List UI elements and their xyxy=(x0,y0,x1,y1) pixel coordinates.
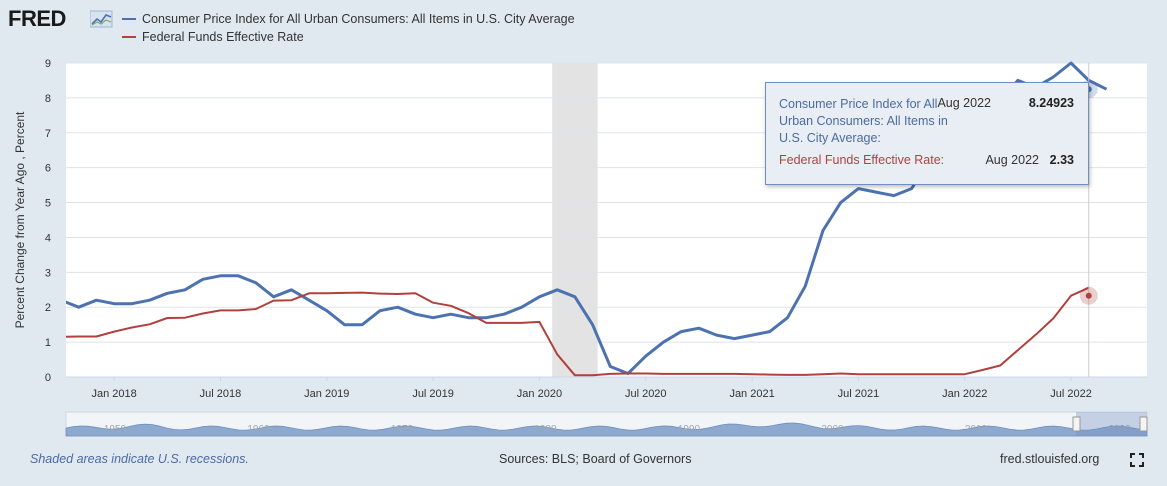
recession-note: Shaded areas indicate U.S. recessions. xyxy=(30,452,249,466)
x-tick-label: Jan 2019 xyxy=(304,388,349,400)
recession-band xyxy=(552,63,598,377)
x-tick-label: Jan 2021 xyxy=(729,388,774,400)
y-tick-label: 4 xyxy=(45,232,51,244)
navigator-tick-label: 1970 xyxy=(391,424,414,435)
y-axis-label: Percent Change from Year Ago , Percent xyxy=(13,111,27,328)
tooltip-fedfunds-date: Aug 2022 xyxy=(985,153,1039,167)
series-line-fedfunds[interactable] xyxy=(61,286,1090,377)
sources-text: Sources: BLS; Board of Governors xyxy=(499,452,692,466)
navigator-selection[interactable] xyxy=(1076,412,1147,436)
x-tick-label: Jul 2022 xyxy=(1050,388,1092,400)
tooltip-cpi-name: Consumer Price Index for All Urban Consu… xyxy=(779,97,948,145)
legend-label-fedfunds: Federal Funds Effective Rate xyxy=(142,30,304,44)
navigator-tick-label: 2010 xyxy=(965,424,988,435)
navigator-tick-label: 2000 xyxy=(821,424,844,435)
x-tick-label: Jan 2018 xyxy=(92,388,137,400)
x-tick-label: Jul 2018 xyxy=(200,388,242,400)
y-tick-label: 2 xyxy=(45,302,51,314)
legend-item-fedfunds[interactable]: Federal Funds Effective Rate xyxy=(122,28,575,46)
navigator-tick-label: 2020 xyxy=(1108,424,1131,435)
y-tick-label: 3 xyxy=(45,267,51,279)
hover-point-fedfunds xyxy=(1085,292,1092,299)
tooltip-cpi-value: 8.24923 xyxy=(1028,96,1074,110)
fullscreen-icon[interactable] xyxy=(1130,453,1144,467)
x-tick-label: Jan 2022 xyxy=(942,388,987,400)
x-tick-label: Jan 2020 xyxy=(517,388,562,400)
y-tick-label: 7 xyxy=(45,128,51,140)
y-tick-label: 6 xyxy=(45,163,51,175)
chart-legend: Consumer Price Index for All Urban Consu… xyxy=(122,10,575,46)
x-tick-label: Jul 2020 xyxy=(625,388,667,400)
x-tick-label: Jul 2021 xyxy=(838,388,880,400)
navigator-tick-label: 1960 xyxy=(247,424,270,435)
y-tick-label: 0 xyxy=(45,372,51,384)
navigator-series-area xyxy=(65,422,1148,437)
hover-tooltip: Consumer Price Index for All Urban Consu… xyxy=(765,82,1089,185)
y-tick-label: 9 xyxy=(45,58,51,70)
legend-item-cpi[interactable]: Consumer Price Index for All Urban Consu… xyxy=(122,10,575,28)
legend-swatch-fedfunds xyxy=(122,36,136,38)
navigator-handle-right[interactable] xyxy=(1139,416,1148,432)
tooltip-fedfunds-name: Federal Funds Effective Rate: xyxy=(779,153,945,167)
y-tick-label: 1 xyxy=(45,337,51,349)
legend-swatch-cpi xyxy=(122,18,136,20)
y-tick-label: 5 xyxy=(45,198,51,210)
fred-logo[interactable]: FRED xyxy=(8,6,66,31)
tooltip-cpi-date: Aug 2022 xyxy=(937,96,991,110)
legend-label-cpi: Consumer Price Index for All Urban Consu… xyxy=(142,12,575,26)
navigator-handle-left[interactable] xyxy=(1072,416,1081,432)
x-tick-label: Jul 2019 xyxy=(412,388,454,400)
site-link[interactable]: fred.stlouisfed.org xyxy=(1000,452,1100,466)
navigator-tick-label: 1990 xyxy=(678,424,701,435)
navigator-tick-label: 1980 xyxy=(534,424,557,435)
tooltip-fedfunds-value: 2.33 xyxy=(1049,153,1074,167)
navigator-tick-label: 1950 xyxy=(104,424,127,435)
fred-logo-graph-icon xyxy=(90,10,113,28)
y-tick-label: 8 xyxy=(45,93,51,105)
